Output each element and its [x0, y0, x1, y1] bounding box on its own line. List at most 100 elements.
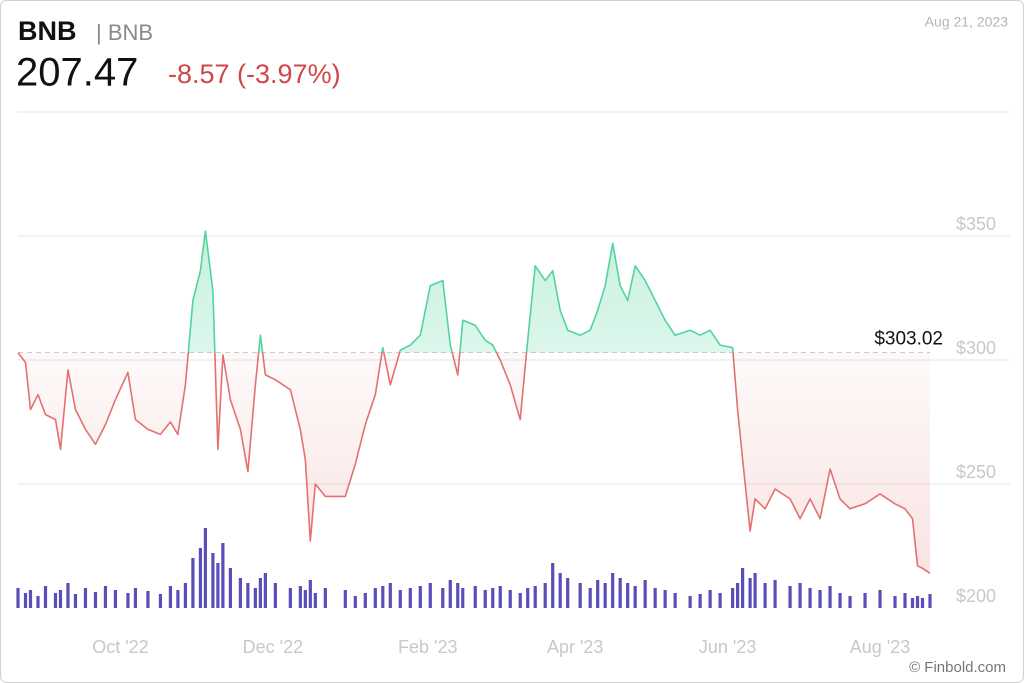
- volume-bar: [43, 586, 48, 608]
- volume-bar: [491, 588, 495, 608]
- change: -8.57 (-3.97%): [168, 59, 341, 89]
- volume-bar: [603, 583, 607, 608]
- y-tick-label: $200: [956, 586, 996, 606]
- volume-bar: [408, 588, 412, 608]
- volume-bar: [808, 588, 812, 608]
- volume-bar: [146, 591, 150, 608]
- volume-bar: [398, 590, 402, 608]
- volume-bar: [388, 583, 392, 608]
- volume-bar: [238, 578, 242, 608]
- volume-bar: [253, 588, 257, 608]
- volume-bar: [418, 586, 422, 608]
- volume-bar: [915, 596, 920, 608]
- volume-bar: [53, 593, 58, 608]
- price: 207.47: [16, 51, 138, 95]
- date: Aug 21, 2023: [925, 14, 1009, 30]
- volume-bar: [708, 590, 712, 608]
- volume-bar: [748, 578, 752, 608]
- volume-bar: [381, 586, 385, 608]
- volume-bar: [313, 593, 317, 608]
- volume-bar: [551, 563, 555, 608]
- volume-bar: [203, 528, 207, 608]
- volume-bar: [83, 588, 88, 608]
- volume-bar: [893, 596, 897, 608]
- volume-bar: [611, 573, 615, 608]
- volume-bar: [448, 580, 452, 608]
- volume-bar: [736, 583, 740, 608]
- volume-bar: [688, 596, 692, 608]
- volume-bar: [788, 586, 792, 608]
- volume-bar: [263, 573, 267, 608]
- volume-bar: [518, 593, 522, 608]
- volume-bar: [373, 588, 377, 608]
- symbol: BNB: [18, 16, 77, 46]
- volume-bar: [663, 590, 667, 608]
- volume-bar: [763, 583, 767, 608]
- volume-bar: [633, 586, 637, 608]
- volume-bar: [183, 583, 188, 608]
- volume-bar: [753, 573, 757, 608]
- volume-bar: [308, 580, 312, 608]
- volume-bar: [36, 596, 40, 608]
- volume-bar: [176, 590, 180, 608]
- volume-bar: [773, 580, 777, 608]
- volume-bar: [731, 588, 735, 608]
- credit: © Finbold.com: [909, 659, 1006, 676]
- volume-bar: [626, 583, 630, 608]
- volume-bar: [566, 578, 570, 608]
- volume-bar: [903, 593, 907, 608]
- y-tick-label: $300: [956, 338, 996, 358]
- volume-bar: [588, 588, 592, 608]
- volume-bar: [258, 578, 262, 608]
- volume-bar: [216, 563, 220, 608]
- volume-bar: [211, 553, 215, 608]
- volume-bar: [113, 590, 118, 608]
- volume-bar: [643, 580, 647, 608]
- volume-bar: [221, 543, 225, 608]
- volume-bar: [533, 586, 537, 608]
- volume-bar: [126, 593, 130, 608]
- volume-bar: [428, 583, 432, 608]
- volume-bar: [878, 590, 882, 608]
- x-tick-label: Feb '23: [398, 637, 457, 657]
- volume-bar: [353, 596, 357, 608]
- x-tick-label: Aug '23: [850, 637, 911, 657]
- volume-bar: [863, 593, 867, 608]
- x-tick-label: Jun '23: [699, 637, 756, 657]
- volume-bar: [298, 586, 302, 608]
- volume-bar: [578, 583, 582, 608]
- volume-bar: [653, 588, 657, 608]
- volume-bar: [798, 583, 802, 608]
- volume-bar: [158, 594, 163, 608]
- volume-bar: [818, 590, 822, 608]
- volume-bar: [228, 568, 232, 608]
- volume-bar: [508, 590, 512, 608]
- volume-bar: [543, 583, 547, 608]
- volume-bar: [28, 590, 33, 608]
- volume-bar: [848, 596, 852, 608]
- volume-bar: [928, 594, 932, 608]
- volume-bar: [828, 586, 832, 608]
- volume-bar: [838, 593, 842, 608]
- volume-bar: [303, 590, 307, 608]
- volume-bar: [558, 573, 562, 608]
- volume-bar: [473, 586, 477, 608]
- volume-bar: [920, 598, 925, 608]
- volume-bar: [673, 593, 677, 608]
- volume-bar: [910, 598, 915, 608]
- volume-bar: [23, 593, 28, 608]
- volume-bar: [191, 558, 195, 608]
- volume-bar: [461, 588, 465, 608]
- volume-bar: [441, 588, 445, 608]
- symbol-sub: | BNB: [96, 20, 153, 45]
- volume-bar: [456, 583, 460, 608]
- volume-bar: [741, 568, 745, 608]
- price-line: [17, 230, 931, 574]
- volume-bar: [498, 586, 502, 608]
- volume-bar: [66, 583, 70, 608]
- volume-bar: [103, 586, 108, 608]
- volume-bar: [343, 590, 347, 608]
